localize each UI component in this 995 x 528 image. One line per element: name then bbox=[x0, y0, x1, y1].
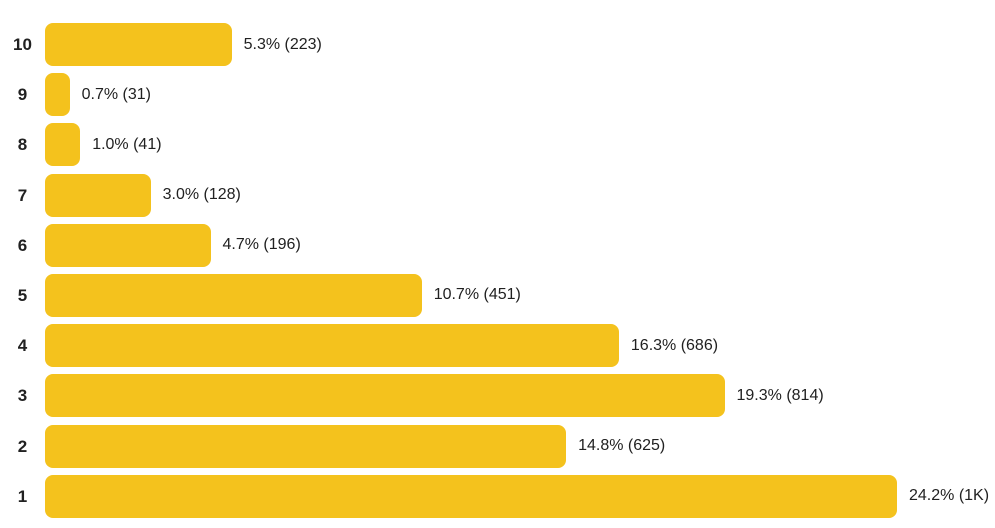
value-label: 10.7% (451) bbox=[433, 286, 521, 304]
bar-3 bbox=[45, 374, 725, 418]
bar-row-6: 6 4.7% (196) bbox=[0, 223, 995, 267]
bar-row-9: 9 0.7% (31) bbox=[0, 73, 995, 117]
bar-row-8: 8 1.0% (41) bbox=[0, 123, 995, 167]
bar-row-1: 1 24.2% (1K) bbox=[0, 474, 995, 518]
bar-row-2: 2 14.8% (625) bbox=[0, 424, 995, 468]
value-label: 19.3% (814) bbox=[736, 386, 824, 404]
bar-area: 0.7% (31) bbox=[45, 73, 995, 117]
bar-row-5: 5 10.7% (451) bbox=[0, 273, 995, 317]
value-label: 5.3% (223) bbox=[243, 35, 322, 53]
category-label: 1 bbox=[17, 486, 28, 506]
bar-area: 16.3% (686) bbox=[45, 324, 995, 368]
bar-4 bbox=[45, 324, 619, 368]
bar-row-7: 7 3.0% (128) bbox=[0, 173, 995, 217]
value-label: 14.8% (625) bbox=[578, 437, 666, 454]
category-label: 2 bbox=[17, 436, 28, 456]
value-label: 0.7% (31) bbox=[81, 85, 151, 103]
bar-8 bbox=[45, 123, 81, 167]
bar-area: 5.3% (223) bbox=[45, 23, 995, 66]
value-label: 16.3% (686) bbox=[630, 336, 719, 354]
value-label: 24.2% (1K) bbox=[909, 487, 990, 505]
category-label: 9 bbox=[17, 85, 28, 105]
category-label: 3 bbox=[17, 386, 28, 406]
bar-area: 14.8% (625) bbox=[45, 424, 995, 468]
bar-row-3: 3 19.3% (814) bbox=[0, 374, 995, 418]
bar-2 bbox=[45, 424, 567, 468]
bar-row-10: 10 5.3% (223) bbox=[0, 23, 995, 66]
bar-6 bbox=[45, 223, 211, 267]
value-label: 1.0% (41) bbox=[92, 135, 162, 153]
bar-1 bbox=[45, 474, 897, 518]
bar-5 bbox=[45, 273, 422, 317]
bar-10 bbox=[45, 23, 232, 66]
bar-7 bbox=[45, 173, 151, 217]
bar-area: 1.0% (41) bbox=[45, 123, 995, 167]
bar-area: 4.7% (196) bbox=[45, 223, 995, 267]
category-label: 5 bbox=[17, 285, 28, 305]
bar-area: 3.0% (128) bbox=[45, 173, 995, 217]
category-label: 6 bbox=[17, 235, 28, 255]
category-label: 4 bbox=[17, 336, 28, 356]
value-label: 3.0% (128) bbox=[162, 186, 241, 204]
category-label: 7 bbox=[17, 185, 28, 205]
bar-area: 24.2% (1K) bbox=[45, 474, 995, 518]
bar-rows-container: 10 5.3% (223) 9 0.7% (31) 8 1.0% (41) 7 … bbox=[0, 23, 995, 518]
value-label: 4.7% (196) bbox=[222, 236, 301, 254]
bar-row-4: 4 16.3% (686) bbox=[0, 324, 995, 368]
bar-9 bbox=[45, 73, 70, 117]
category-label: 8 bbox=[17, 135, 28, 155]
bar-area: 19.3% (814) bbox=[45, 374, 995, 418]
category-label: 10 bbox=[13, 35, 32, 54]
bar-area: 10.7% (451) bbox=[45, 273, 995, 317]
